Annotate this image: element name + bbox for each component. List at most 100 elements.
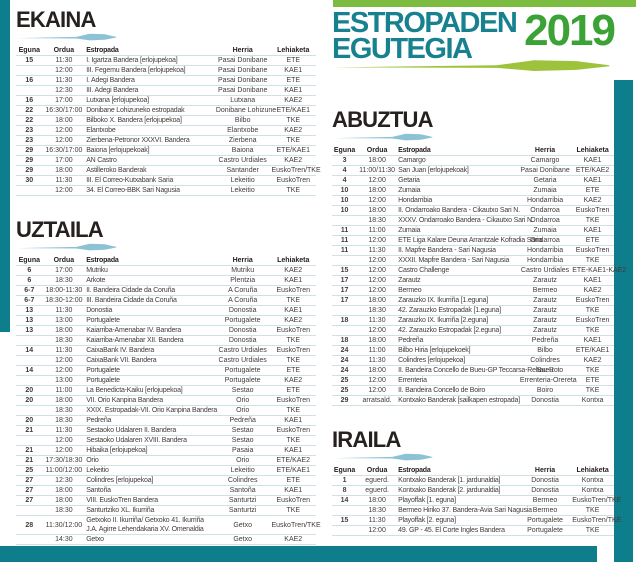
cell-herria: Pasai Donibane — [214, 65, 271, 76]
cell-eguna — [16, 534, 43, 545]
cell-ordua: 11:30 — [357, 355, 398, 366]
cell-lehiaketa: TKE — [571, 255, 614, 266]
cell-herria: Donostia — [518, 485, 572, 496]
table-header-row: Eguna Ordua Estropada Herria Lehiaketa — [332, 466, 614, 476]
cell-estropada: Sestaoko Udalaren XVIII. Bandera — [85, 435, 215, 446]
column-header-ordua: Ordua — [42, 256, 86, 266]
cell-eguna: 6 — [16, 265, 43, 276]
cell-eguna — [16, 85, 43, 96]
cell-eguna: 21 — [16, 455, 43, 466]
cell-estropada: Hondarribia — [397, 195, 519, 206]
table-row: 12:00 III. Fegemu Bandera [erlojupekoa] Pa… — [16, 65, 316, 76]
cell-eguna: 10 — [332, 185, 358, 196]
cell-ordua: 18:00 — [42, 325, 86, 336]
cell-eguna — [16, 355, 43, 366]
cell-eguna: 24 — [332, 355, 358, 366]
cell-herria: Baiona — [214, 145, 271, 156]
cell-herria: Getaria — [518, 175, 572, 186]
cell-ordua: 18:00 — [42, 485, 86, 496]
cell-herria: Bermeo — [518, 495, 572, 506]
cell-estropada: Bermeo Hiriko 37. Bandera-Avia Sari Nagu… — [397, 505, 532, 516]
cell-estropada: Santoña — [85, 485, 215, 496]
cell-herria: Zarautz — [518, 275, 572, 286]
cell-estropada: Kontxako Banderak [1. jardunaldia] — [397, 475, 519, 486]
cell-lehiaketa: EuskoTren/TKE — [270, 165, 321, 176]
cell-herria: Plentzia — [214, 275, 271, 286]
table-row: 3 18:00 Camargo Camargo KAE1 — [332, 155, 614, 166]
cell-herria: Santurtzi — [214, 495, 271, 506]
cell-ordua: 12:30 — [42, 475, 86, 486]
table-header-row: Eguna Ordua Estropada Herria Lehiaketa — [16, 256, 316, 266]
table-row: 29 17:00 AN Castro Castro Urdiales KAE2 — [16, 155, 316, 166]
race-table: Eguna Ordua Estropada Herria Lehiaketa 1 eguer… — [332, 466, 621, 536]
table-row: 17 12:00 Bermeo Bermeo KAE2 — [332, 285, 614, 296]
cell-herria: Hondarribia — [518, 245, 572, 256]
cell-estropada: Bermeo — [397, 285, 519, 296]
race-table: Eguna Ordua Estropada Herria Lehiaketa 3 18:00… — [332, 146, 626, 406]
table-row: 13:00 Portugalete Portugalete KAE2 — [16, 375, 316, 386]
cell-herria: A Coruña — [214, 285, 271, 296]
cell-lehiaketa: EuskoTren — [270, 285, 316, 296]
column-header-estropada: Estropada — [85, 46, 215, 56]
cell-herria: Colindres — [214, 475, 271, 486]
cell-lehiaketa: EuskoTren — [571, 205, 614, 216]
cell-lehiaketa: Kontxa — [571, 485, 614, 496]
logo-title-line2: EGUTEGIA — [332, 33, 473, 65]
cell-ordua: 11:00 — [357, 345, 398, 356]
cell-lehiaketa: ETE — [571, 235, 614, 246]
cell-eguna — [332, 305, 358, 316]
cell-herria: Pasaia — [214, 445, 271, 456]
cell-herria: Zarautz — [518, 315, 572, 326]
cell-estropada: CaixaBank IV. Bandera — [85, 345, 215, 356]
table-row: 24 18:00 II. Bandeira Concello de Bueu-GP … — [332, 365, 614, 376]
cell-estropada: I. Adegi Bandera — [85, 75, 215, 86]
table-row: 21 17:30/18:30 Orio Orio ETE/KAE2 — [16, 455, 316, 466]
cell-herria: Portugalete — [214, 315, 271, 326]
cell-ordua: 16:30/17:00 — [42, 105, 86, 116]
cell-lehiaketa: KAE1 — [270, 65, 316, 76]
cell-estropada: San Juan [erlojupekoak] — [397, 165, 519, 176]
column-header-herria: Herria — [214, 46, 271, 56]
cell-estropada: Getxoko II. Ikurriña/ Getxoko 41. Ikurri… — [85, 515, 215, 535]
cell-herria: Donostia — [214, 325, 271, 336]
cell-ordua: 12:00 — [357, 255, 398, 266]
cell-eguna: 13 — [16, 315, 43, 326]
table-header-row: Eguna Ordua Estropada Herria Lehiaketa — [332, 146, 614, 156]
cell-estropada: Donostia — [85, 305, 215, 316]
cell-ordua: 18:00 — [357, 495, 398, 506]
cell-herria: Pedreña — [518, 335, 572, 346]
cell-estropada: Colindres [erlojupekoa] — [397, 355, 519, 366]
cell-lehiaketa: KAE2 — [270, 265, 316, 276]
cell-ordua: 12:30 — [42, 85, 86, 96]
cell-herria: Pedreña — [214, 415, 271, 426]
cell-eguna: 29 — [332, 395, 358, 406]
cell-herria: Castro Urdiales — [214, 345, 271, 356]
table-row: 17 18:00 Zarauzko IX. Ikurriña [1.eguna] Za… — [332, 295, 614, 306]
cell-ordua: 12:00 — [357, 265, 398, 276]
cell-ordua: 11:30 — [42, 345, 86, 356]
cell-eguna: 29 — [16, 155, 43, 166]
cell-lehiaketa: KAE2 — [270, 95, 316, 106]
cell-herria: Sestao — [214, 385, 271, 396]
cell-ordua: 12:00 — [357, 275, 398, 286]
cell-herria: Zarautz — [518, 295, 572, 306]
column-header-estropada: Estropada — [397, 146, 519, 156]
cell-eguna: 16 — [16, 75, 43, 86]
cell-lehiaketa: EuskoTren — [270, 425, 316, 436]
cell-herria: Donostia — [214, 335, 271, 346]
cell-estropada: XXXV. Ondarroako Bandera - Cikautxo Sari… — [397, 215, 534, 226]
table-row: 6-7 18:30-12:00 III. Bandeira Cidade da Co… — [16, 295, 316, 306]
cell-ordua: 18:00-11:30 — [42, 285, 86, 296]
table-row: 27 18:00 Santoña Santoña KAE1 — [16, 485, 316, 496]
cell-herria: Zierbena — [214, 135, 271, 146]
table-row: 18:30 XXXV. Ondarroako Bandera - Cikautxo… — [332, 215, 614, 226]
cell-eguna: 16 — [16, 95, 43, 106]
column-header-herria: Herria — [518, 146, 572, 156]
cell-eguna: 30 — [16, 175, 43, 186]
cell-lehiaketa: KAE2 — [571, 195, 614, 206]
cell-ordua: 12:00 — [42, 355, 86, 366]
cell-ordua: arratsald. — [357, 395, 398, 406]
cell-lehiaketa: TKE — [270, 505, 316, 516]
cell-herria: Castro Urdiales — [214, 155, 271, 166]
column-header-estropada: Estropada — [397, 466, 519, 476]
